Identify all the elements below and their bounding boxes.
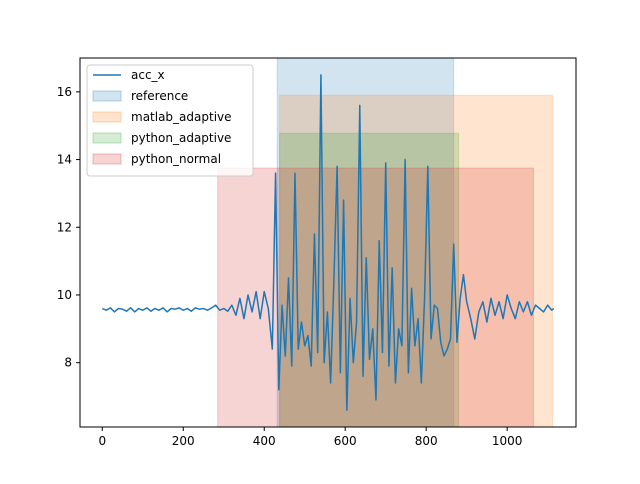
x-tick-label: 400	[253, 434, 276, 448]
legend: acc_x reference matlab_adaptive python_adap…	[86, 64, 254, 177]
y-tick-label: 10	[57, 288, 72, 302]
x-axis-ticks: 0 200 400 600 800 1000	[98, 427, 522, 448]
series-line-acc-x	[101, 74, 555, 411]
x-tick-label: 200	[172, 434, 195, 448]
line-layer	[101, 74, 555, 411]
y-tick-label: 14	[57, 153, 72, 167]
legend-box	[86, 64, 254, 177]
legend-label: matlab_adaptive	[131, 110, 232, 124]
x-tick-label: 0	[98, 434, 106, 448]
x-tick-label: 1000	[492, 434, 523, 448]
legend-patch-swatch	[92, 132, 122, 144]
x-tick-label: 800	[415, 434, 438, 448]
y-tick-label: 12	[57, 220, 72, 234]
plot-frame	[79, 57, 577, 428]
x-tick-label: 600	[334, 434, 357, 448]
y-tick-label: 16	[57, 85, 72, 99]
legend-label: python_adaptive	[131, 131, 231, 145]
span-matlab-adaptive	[279, 94, 554, 428]
legend-label: acc_x	[131, 68, 165, 82]
legend-patch-swatch	[92, 111, 122, 123]
legend-label: reference	[131, 89, 188, 103]
y-axis-ticks: 8 10 12 14 16	[57, 85, 80, 370]
legend-label: python_normal	[131, 152, 221, 166]
span-reference	[276, 57, 455, 428]
y-tick-label: 8	[64, 356, 72, 370]
legend-patch-swatch	[92, 90, 122, 102]
legend-patch-swatch	[92, 153, 122, 165]
